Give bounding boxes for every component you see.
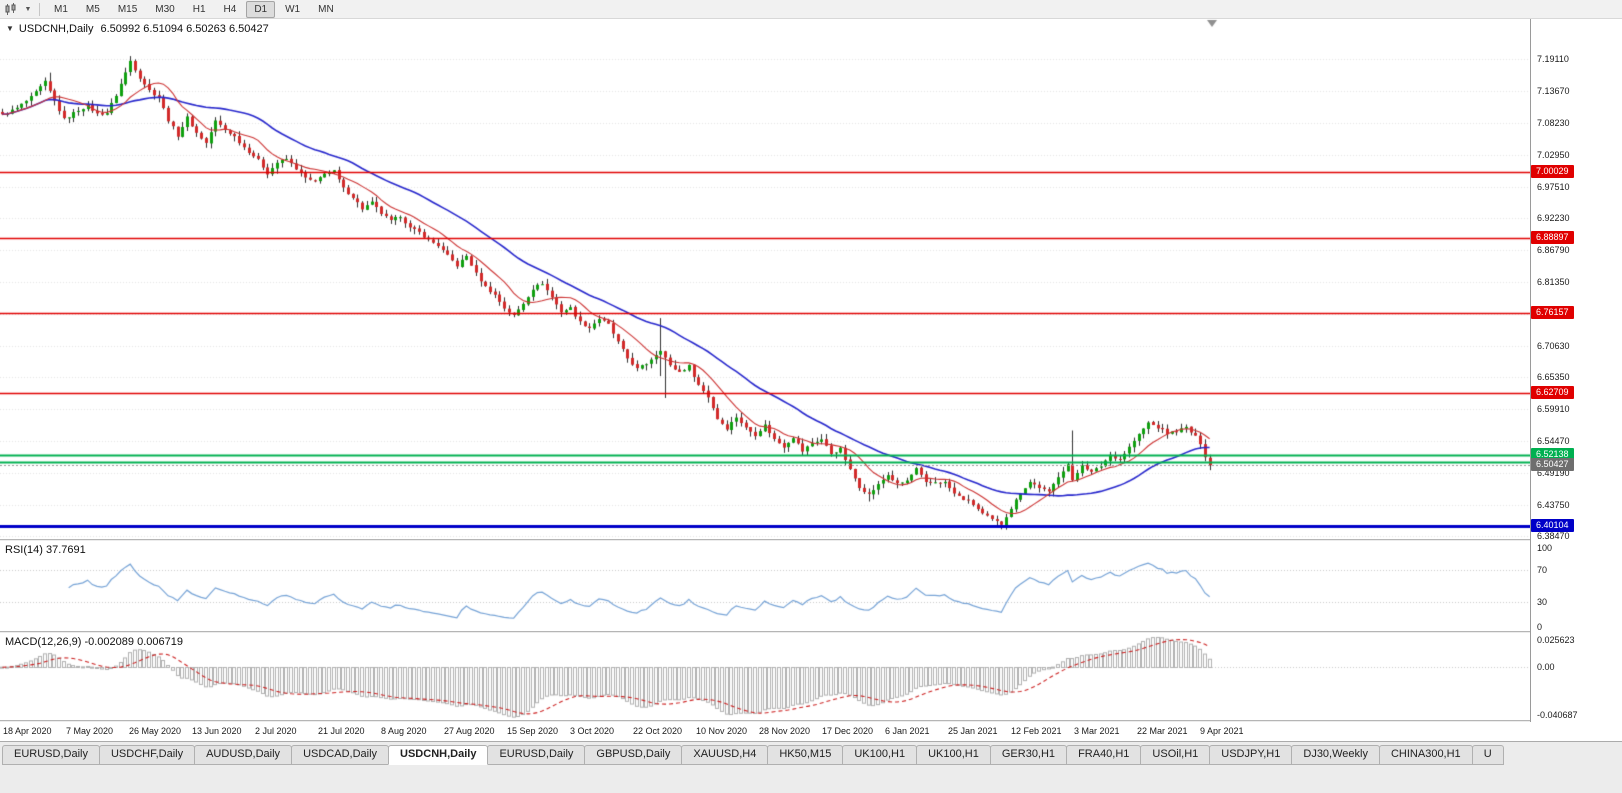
chart-tab-uk100-h1[interactable]: UK100,H1 <box>842 745 918 765</box>
timeframe-button-m1[interactable]: M1 <box>54 3 68 15</box>
date-axis-label: 10 Nov 2020 <box>696 726 748 736</box>
date-axis-label: 6 Jan 2021 <box>885 726 930 736</box>
rsi-indicator-label: RSI(14) 37.7691 <box>5 544 86 556</box>
price-axis-label: 6.49190 <box>1537 467 1570 478</box>
macd-indicator-canvas[interactable] <box>0 633 1530 720</box>
chart-tab-usdcnh-daily[interactable]: USDCNH,Daily <box>388 745 489 765</box>
timeframe-button-m15[interactable]: M15 <box>117 3 138 15</box>
price-axis-label: 6.92230 <box>1537 212 1570 223</box>
price-axis[interactable]: 7.19110 7.13670 7.08230 7.02950 6.97510 6.922… <box>1530 19 1622 722</box>
timeframe-buttons-group: M1 M5 M15 M30 H1 H4 D1 W1 MN <box>45 0 343 18</box>
pane-resize-handle[interactable] <box>0 631 1622 633</box>
chart-tab-ger30-h1[interactable]: GER30,H1 <box>989 745 1068 765</box>
price-axis-label: 6.81350 <box>1537 277 1570 288</box>
rsi-level-label: 0 <box>1537 622 1543 632</box>
chart-tab-eurusd-daily[interactable]: EURUSD,Daily <box>2 745 100 765</box>
chart-tab-uk100-h1[interactable]: UK100,H1 <box>916 745 991 765</box>
timeframe-button-w1[interactable]: W1 <box>285 3 301 15</box>
rsi-level-label: 100 <box>1537 543 1553 553</box>
date-axis-label: 17 Dec 2020 <box>822 726 874 736</box>
timeframe-toolbar: ▼ M1 M5 M15 M30 H1 H4 D1 W1 MN <box>0 0 1622 19</box>
date-axis-label: 28 Nov 2020 <box>759 726 811 736</box>
chevron-down-icon[interactable]: ▼ <box>24 5 32 13</box>
date-axis-label: 3 Mar 2021 <box>1074 726 1120 736</box>
macd-axis-label: -0.040687 <box>1537 710 1578 721</box>
pane-resize-handle[interactable] <box>0 720 1622 722</box>
price-axis-label: 6.54470 <box>1537 436 1570 447</box>
date-axis-label: 26 May 2020 <box>129 726 182 736</box>
price-axis-label: 6.97510 <box>1537 181 1570 192</box>
chart-tab-usdcad-daily[interactable]: USDCAD,Daily <box>291 745 390 765</box>
timeframe-button-mn[interactable]: MN <box>318 3 334 15</box>
date-axis-label: 13 Jun 2020 <box>192 726 242 736</box>
timeframe-button-m30[interactable]: M30 <box>155 3 175 15</box>
chart-tabs: EURUSD,Daily USDCHF,Daily AUDUSD,Daily USDC… <box>0 744 1622 765</box>
price-axis-label: 7.13670 <box>1537 86 1570 97</box>
date-axis-label: 15 Sep 2020 <box>507 726 559 736</box>
toolbar-divider <box>39 2 40 16</box>
timeframe-button-h4[interactable]: H4 <box>223 3 237 15</box>
price-badge-6.76157: 6.76157 <box>1531 306 1574 320</box>
timeframe-button-h1[interactable]: H1 <box>192 3 206 15</box>
price-axis-label: 7.02950 <box>1537 149 1570 160</box>
price-axis-label: 7.19110 <box>1537 53 1569 64</box>
date-axis-label: 3 Oct 2020 <box>570 726 615 736</box>
price-badge-7.00029: 7.00029 <box>1531 164 1574 178</box>
price-chart-canvas[interactable] <box>0 19 1530 539</box>
chart-tab-bar: EURUSD,Daily USDCHF,Daily AUDUSD,Daily USDC… <box>0 741 1622 793</box>
chart-symbol-label: ▼ USDCNH,Daily 6.50992 6.51094 6.50263 6.5… <box>6 23 269 35</box>
rsi-level-label: 70 <box>1537 564 1548 575</box>
price-axis-label: 7.08230 <box>1537 118 1570 129</box>
price-axis-label: 6.65350 <box>1537 371 1570 382</box>
chart-type-candlestick-icon[interactable] <box>4 1 18 17</box>
symbol-period-text: USDCNH,Daily <box>18 23 94 35</box>
macd-indicator-label: MACD(12,26,9) -0.002089 0.006719 <box>5 636 183 648</box>
timeframe-button-m5[interactable]: M5 <box>85 3 100 15</box>
price-badge-6.62709: 6.62709 <box>1531 385 1574 399</box>
rsi-level-label: 30 <box>1537 597 1548 608</box>
price-axis-label: 6.38470 <box>1537 530 1570 541</box>
chart-tab-eurusd-daily[interactable]: EURUSD,Daily <box>487 745 586 765</box>
chart-tab-audusd-daily[interactable]: AUDUSD,Daily <box>194 745 293 765</box>
chart-tab-usdjpy-h1[interactable]: USDJPY,H1 <box>1209 745 1293 765</box>
price-badge-6.40104: 6.40104 <box>1531 519 1574 533</box>
price-badge-6.52138: 6.52138 <box>1531 448 1574 462</box>
ohlc-values-text: 6.50992 6.51094 6.50263 6.50427 <box>100 23 269 35</box>
price-badge-6.50427: 6.50427 <box>1531 458 1574 472</box>
date-axis-label: 7 May 2020 <box>66 726 114 736</box>
chart-tab-u[interactable]: U <box>1471 745 1504 765</box>
chart-tab-dj30-weekly[interactable]: DJ30,Weekly <box>1291 745 1380 765</box>
date-axis[interactable]: 18 Apr 2020 7 May 2020 26 May 2020 13 Jun 2… <box>0 722 1622 741</box>
date-axis-label: 2 Jul 2020 <box>255 726 297 736</box>
date-axis-label: 22 Oct 2020 <box>633 726 683 736</box>
timeframe-button-d1[interactable]: D1 <box>246 0 276 18</box>
price-axis-label: 6.86790 <box>1537 245 1570 256</box>
chart-tab-xauusd-h4[interactable]: XAUUSD,H4 <box>681 745 769 765</box>
chart-tab-usoil-h1[interactable]: USOil,H1 <box>1140 745 1211 765</box>
chart-tab-usdchf-daily[interactable]: USDCHF,Daily <box>98 745 196 765</box>
chart-window: ▼ USDCNH,Daily 6.50992 6.51094 6.50263 6.5… <box>0 19 1622 741</box>
pane-resize-handle[interactable] <box>0 539 1622 541</box>
price-axis-label: 6.70630 <box>1537 340 1570 351</box>
date-axis-label: 8 Aug 2020 <box>381 726 427 736</box>
date-axis-label: 25 Jan 2021 <box>948 726 998 736</box>
date-axis-label: 9 Apr 2021 <box>1200 726 1244 736</box>
collapse-triangle-icon[interactable]: ▼ <box>6 24 14 33</box>
chart-tab-fra40-h1[interactable]: FRA40,H1 <box>1066 745 1142 765</box>
chart-tab-gbpusd-daily[interactable]: GBPUSD,Daily <box>584 745 683 765</box>
chart-tab-china300-h1[interactable]: CHINA300,H1 <box>1378 745 1473 765</box>
price-axis-label: 6.43750 <box>1537 499 1570 510</box>
date-axis-label: 18 Apr 2020 <box>3 726 52 736</box>
price-badge-6.88897: 6.88897 <box>1531 230 1574 244</box>
date-axis-label: 21 Jul 2020 <box>318 726 365 736</box>
price-axis-label: 6.59910 <box>1537 404 1570 415</box>
macd-axis-label: 0.00 <box>1537 662 1555 673</box>
date-axis-label: 27 Aug 2020 <box>444 726 495 736</box>
chart-tab-hk50-m15[interactable]: HK50,M15 <box>767 745 844 765</box>
date-axis-label: 12 Feb 2021 <box>1011 726 1062 736</box>
rsi-indicator-canvas[interactable] <box>0 541 1530 631</box>
date-axis-label: 22 Mar 2021 <box>1137 726 1188 736</box>
macd-axis-label: 0.025623 <box>1537 635 1575 645</box>
